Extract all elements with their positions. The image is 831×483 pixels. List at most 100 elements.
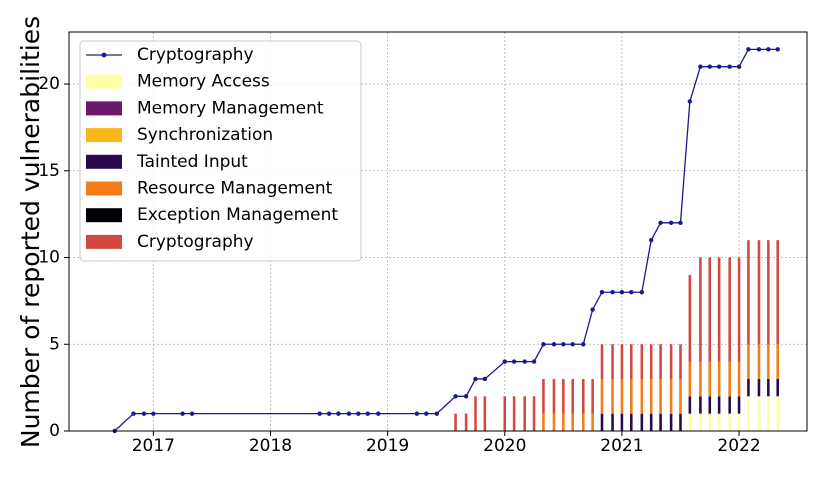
line-point — [336, 411, 341, 416]
bar-segment-resource-management — [679, 378, 682, 414]
line-point — [522, 359, 527, 364]
line-point — [189, 411, 195, 416]
line-point — [716, 64, 722, 69]
x-tick-label: 2022 — [717, 436, 760, 456]
legend-label: Synchronization — [137, 125, 273, 145]
bar-segment-cryptography — [767, 240, 770, 345]
y-tick-label: 0 — [49, 421, 60, 441]
bar-segment-cryptography — [591, 378, 594, 414]
line-point — [561, 342, 566, 347]
bar-segment-memory-access — [757, 396, 761, 431]
bar-segment-cryptography — [649, 344, 653, 379]
legend-bar-swatch — [86, 181, 122, 196]
bar-segment-resource-management — [728, 361, 731, 397]
legend-label: Cryptography — [137, 45, 254, 65]
x-axis-ticks: 2017 2018 2019 2020 2021 2022 — [132, 431, 761, 456]
legend-bar-swatch — [86, 154, 122, 169]
bar-segment-tainted-input — [776, 378, 780, 397]
legend-bar-swatch — [86, 208, 122, 223]
legend-label: Resource Management — [137, 179, 333, 199]
bar-segment-tainted-input — [629, 413, 633, 431]
bar-segment-cryptography — [669, 344, 673, 379]
line-point — [482, 376, 488, 382]
line-point — [511, 359, 517, 364]
line-point — [678, 220, 683, 226]
line-point — [365, 411, 370, 416]
bar-segment-cryptography — [464, 413, 468, 431]
line-point — [317, 411, 322, 416]
bar-segment-tainted-input — [708, 396, 712, 414]
bar-segment-resource-management — [649, 378, 653, 414]
bar-segment-resource-management — [699, 361, 702, 397]
bar-segment-cryptography — [728, 257, 731, 362]
bar-segment-tainted-input — [757, 378, 761, 397]
line-point — [473, 376, 478, 382]
legend-bar-swatch — [86, 234, 122, 249]
line-point — [590, 307, 595, 312]
line-point — [141, 411, 147, 416]
bar-segment-memory-access — [728, 413, 731, 431]
line-point — [131, 411, 136, 416]
legend-bar-swatch — [86, 128, 122, 143]
line-point — [453, 394, 458, 399]
bar-segment-cryptography — [679, 344, 682, 379]
legend-label: Memory Management — [137, 98, 324, 118]
line-point — [151, 411, 156, 416]
line-point — [629, 290, 634, 295]
y-tick-label: 15 — [38, 161, 60, 181]
line-point — [463, 394, 469, 399]
bar-segment-cryptography — [776, 240, 780, 345]
bar-segment-tainted-input — [649, 413, 653, 431]
bar-segment-cryptography — [454, 413, 457, 431]
bar-segment-tainted-input — [620, 413, 624, 431]
bar-segment-resource-management — [571, 413, 575, 431]
x-tick-label: 2020 — [483, 436, 526, 456]
bar-segment-memory-access — [699, 413, 702, 431]
y-tick-label: 10 — [38, 248, 60, 268]
line-point — [541, 342, 546, 347]
legend-label: Exception Management — [137, 205, 338, 225]
bar-segment-cryptography — [523, 396, 526, 431]
line-point — [356, 411, 361, 416]
line-point — [551, 342, 557, 347]
bar-segment-resource-management — [600, 378, 604, 414]
bar-segment-resource-management — [611, 378, 614, 414]
bar-segment-cryptography — [708, 257, 712, 362]
line-point — [727, 64, 732, 69]
bar-segment-tainted-input — [728, 396, 731, 414]
bar-segment-resource-management — [629, 378, 633, 414]
plot-frame — [68, 31, 808, 432]
bar-segment-memory-access — [767, 396, 770, 431]
bar-segment-cryptography — [503, 396, 507, 431]
line-point — [434, 411, 440, 416]
bar-segment-cryptography — [699, 257, 702, 362]
bar-segment-cryptography — [571, 378, 575, 414]
line-point — [775, 47, 780, 52]
bar-segment-tainted-input — [737, 396, 741, 414]
bar-segment-cryptography — [717, 257, 721, 362]
bar-segment-cryptography — [581, 378, 585, 414]
bar-segment-resource-management — [708, 361, 712, 397]
line-point — [658, 220, 663, 226]
line-point — [746, 47, 751, 52]
bar-segment-resource-management — [688, 361, 692, 397]
bar-segment-resource-management — [552, 413, 556, 431]
bar-segment-cryptography — [474, 396, 477, 431]
bar-segment-tainted-input — [669, 413, 673, 431]
bar-segment-cryptography — [600, 344, 604, 379]
line-point — [639, 290, 645, 295]
legend-bar-swatch — [86, 101, 122, 116]
line-point — [424, 411, 429, 416]
bar-segment-resource-management — [581, 413, 585, 431]
bar-segment-cryptography — [542, 378, 545, 414]
bar-segment-tainted-input — [717, 396, 721, 414]
line-point — [756, 47, 762, 52]
line-point — [687, 99, 693, 104]
bar-segment-tainted-input — [600, 413, 604, 431]
line-point — [502, 359, 507, 364]
bar-segment-memory-access — [717, 413, 721, 431]
bar-segment-tainted-input — [767, 378, 770, 397]
legend-bar-swatch — [86, 74, 122, 89]
line-point — [326, 411, 332, 416]
bar-segment-cryptography — [483, 396, 487, 431]
